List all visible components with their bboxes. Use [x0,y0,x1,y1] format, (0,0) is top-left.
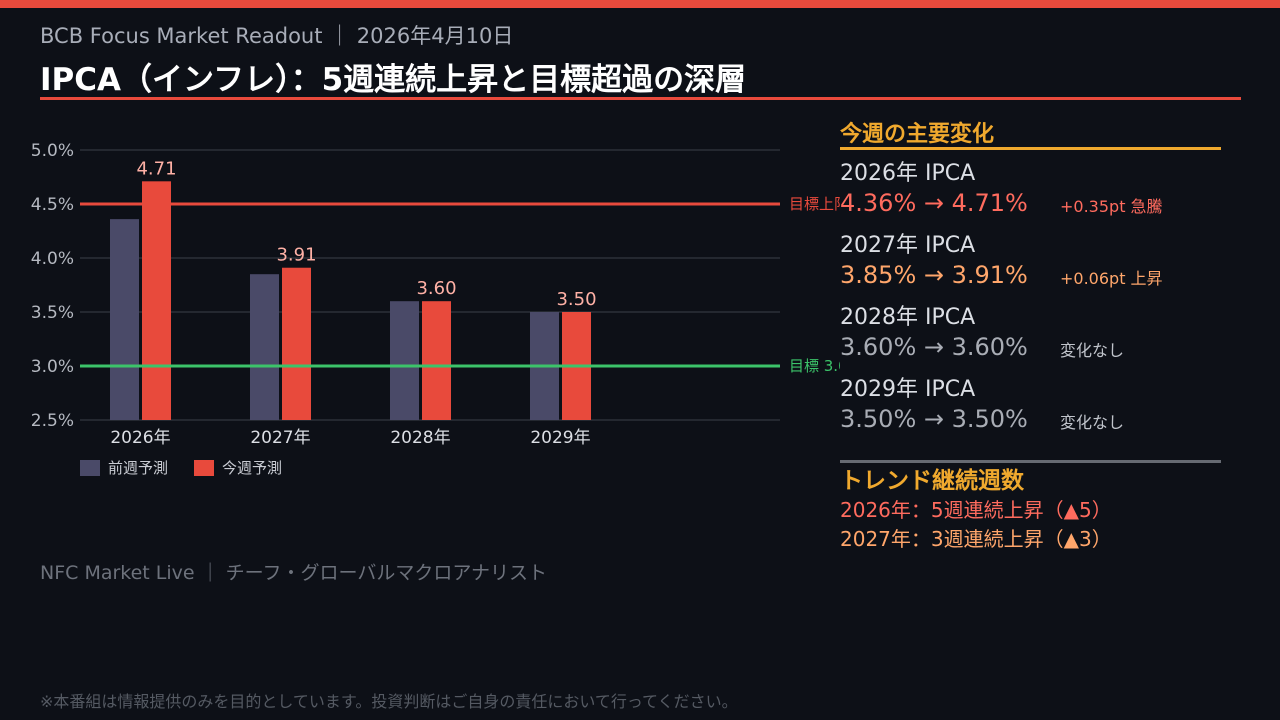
change-note: +0.35pt 急騰 [1060,197,1163,216]
x-tick-label: 2026年 [110,428,170,448]
change-label: 2029年 IPCA [840,377,976,402]
y-tick-label: 3.0% [31,357,74,377]
bar-prev-week [250,274,279,420]
chart-legend: 前週予測 今週予測 [80,457,282,478]
change-note: +0.06pt 上昇 [1060,269,1163,288]
page-title: IPCA（インフレ）：5週連続上昇と目標超過の深層 [40,62,747,98]
data-label: 3.91 [276,245,316,266]
change-note: 変化なし [1060,413,1125,432]
x-tick-label: 2029年 [530,428,590,448]
bar-prev-week [110,219,139,420]
change-values: 3.85% → 3.91% [840,261,1028,289]
target-label: 目標 3.0% [789,357,840,375]
change-values: 3.60% → 3.60% [840,333,1028,361]
change-label: 2026年 IPCA [840,161,976,186]
panel-title-rule [840,147,1221,150]
y-tick-label: 3.5% [31,303,74,323]
disclaimer: ※本番組は情報提供のみを目的としています。投資判断はご自身の責任において行ってく… [40,692,738,711]
bar-this-week [422,301,451,420]
y-tick-label: 2.5% [31,411,74,431]
legend-label-prev: 前週予測 [108,459,169,477]
ipca-bar-chart: 2.5% 3.0% 3.5% 4.0% 4.5% 5.0% 4.71 2026年 3.91 202… [31,141,840,448]
header-divider [40,97,1241,100]
data-label: 4.71 [136,158,176,179]
change-label: 2028年 IPCA [840,305,976,330]
legend-item-curr: 今週予測 [194,457,282,478]
change-item-2027: 2027年 IPCA 3.85% → 3.91% +0.06pt 上昇 [840,232,1221,304]
trend-line-2026: 2026年：5週連続上昇（▲5） [840,498,1112,522]
top-accent-bar [0,0,1280,8]
bar-this-week [282,267,311,420]
y-tick-label: 5.0% [31,141,74,161]
change-note: 変化なし [1060,341,1125,360]
weekly-changes-panel: 今週の主要変化 2026年 IPCA 4.36% → 4.71% +0.35pt… [840,116,1221,448]
change-item-2026: 2026年 IPCA 4.36% → 4.71% +0.35pt 急騰 [840,160,1221,232]
y-tick-label: 4.5% [31,195,74,215]
target-upper-label: 目標上限 [789,195,840,213]
trend-line-2027: 2027年：3週連続上昇（▲3） [840,527,1112,551]
change-item-2028: 2028年 IPCA 3.60% → 3.60% 変化なし [840,304,1221,376]
trend-title: トレンド継続週数 [840,468,1024,494]
legend-label-curr: 今週予測 [222,459,283,477]
header-subtitle: BCB Focus Market Readout ｜ 2026年4月10日 [40,24,514,48]
legend-swatch-prev [80,459,100,476]
change-values: 3.50% → 3.50% [840,405,1028,433]
bar-prev-week [390,301,419,420]
data-label: 3.50 [556,289,596,310]
footer-credit: NFC Market Live ｜ チーフ・グローバルマクロアナリスト [40,562,547,584]
change-item-2029: 2029年 IPCA 3.50% → 3.50% 変化なし [840,376,1221,448]
y-tick-label: 4.0% [31,249,74,269]
x-tick-label: 2028年 [390,428,450,448]
x-tick-label: 2027年 [250,428,310,448]
legend-swatch-curr [194,459,215,476]
change-values: 4.36% → 4.71% [840,189,1028,217]
trend-divider [840,460,1221,463]
panel-title: 今週の主要変化 [840,122,995,147]
trend-panel: トレンド継続週数 2026年：5週連続上昇（▲5） 2027年：3週連続上昇（▲… [840,466,1240,554]
legend-item-prev: 前週予測 [80,457,168,478]
bar-this-week [142,181,171,420]
change-label: 2027年 IPCA [840,233,976,258]
data-label: 3.60 [416,278,456,299]
